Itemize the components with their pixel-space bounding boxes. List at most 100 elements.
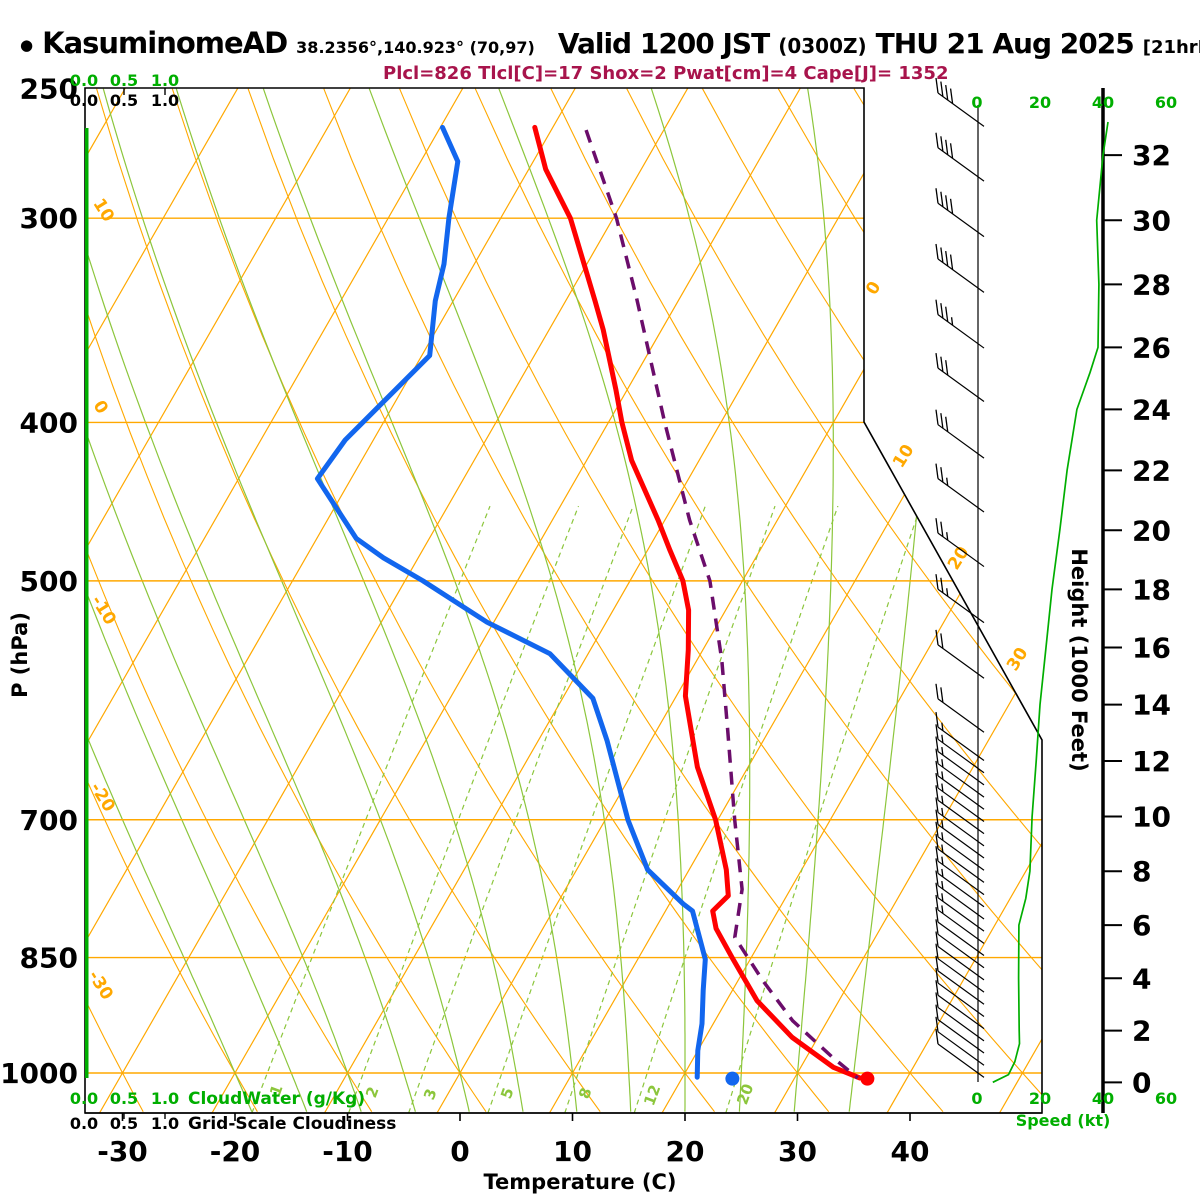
- isobar-lines: [85, 217, 1042, 1074]
- svg-text:3: 3: [420, 1086, 440, 1102]
- svg-text:-10: -10: [322, 1135, 373, 1168]
- svg-text:0.5: 0.5: [110, 91, 138, 110]
- temperature-curve: [532, 124, 863, 1081]
- svg-text:-30: -30: [84, 967, 117, 1004]
- svg-text:0: 0: [450, 1135, 469, 1168]
- svg-text:0.0: 0.0: [70, 1114, 98, 1133]
- station-name: KasuminomeAD: [42, 26, 288, 60]
- svg-text:60: 60: [1155, 1089, 1177, 1108]
- svg-text:20: 20: [666, 1135, 705, 1168]
- svg-text:26: 26: [1132, 331, 1171, 364]
- svg-text:10: 10: [88, 195, 118, 226]
- svg-text:12: 12: [640, 1082, 664, 1108]
- svg-text:700: 700: [20, 804, 78, 837]
- svg-text:0.5: 0.5: [110, 1114, 138, 1133]
- svg-text:6: 6: [1132, 909, 1151, 942]
- valid-time-label: Valid 1200 JST: [557, 27, 770, 60]
- surface-dots: [725, 1071, 875, 1086]
- svg-text:12: 12: [1132, 745, 1171, 778]
- svg-text:0.0: 0.0: [70, 91, 98, 110]
- svg-text:22: 22: [1132, 454, 1171, 487]
- moist-adiabat-lines: [85, 88, 944, 1112]
- surface-dewpoint-dot: [725, 1071, 740, 1086]
- svg-text:1.0: 1.0: [151, 1114, 179, 1133]
- svg-text:0: 0: [89, 397, 112, 418]
- station-bullet-icon: ●: [20, 36, 34, 54]
- svg-text:-20: -20: [86, 779, 119, 816]
- svg-text:400: 400: [20, 406, 78, 439]
- svg-text:32: 32: [1132, 139, 1171, 172]
- svg-text:5: 5: [497, 1085, 517, 1101]
- temperature-axis: -30 -20 -10 0 10 20 30 40 Temperature (C): [85, 1112, 1042, 1194]
- svg-text:0: 0: [971, 1089, 982, 1108]
- svg-text:18: 18: [1132, 573, 1171, 606]
- svg-text:40: 40: [1092, 93, 1114, 112]
- sounding-curves: [85, 124, 863, 1081]
- svg-text:CloudWater (g/Kg): CloudWater (g/Kg): [188, 1089, 365, 1109]
- chart-header: ● KasuminomeAD 38.2356°,140.923° (70,97)…: [20, 26, 1200, 60]
- svg-text:2: 2: [1132, 1015, 1151, 1048]
- svg-text:Temperature (C): Temperature (C): [484, 1170, 677, 1194]
- svg-text:28: 28: [1132, 268, 1171, 301]
- svg-text:30: 30: [1003, 644, 1033, 675]
- station-coords: 38.2356°,140.923° (70,97): [296, 38, 535, 57]
- plot-border: [84, 87, 1043, 1114]
- svg-text:1.0: 1.0: [151, 91, 179, 110]
- svg-text:20: 20: [1132, 514, 1171, 547]
- svg-text:300: 300: [20, 202, 78, 235]
- svg-text:0: 0: [1132, 1066, 1151, 1099]
- pressure-axis: 250 300 400 500 700 850 1000 P (hPa): [0, 73, 78, 1090]
- wind-speed-profile: [992, 121, 1109, 1084]
- valid-time-utc: (0300Z): [778, 34, 867, 58]
- svg-text:10: 10: [553, 1135, 592, 1168]
- svg-text:60: 60: [1155, 93, 1177, 112]
- svg-text:8: 8: [575, 1085, 595, 1101]
- svg-text:30: 30: [1132, 204, 1171, 237]
- svg-text:0: 0: [971, 93, 982, 112]
- svg-text:30: 30: [778, 1135, 817, 1168]
- svg-text:Grid-Scale Cloudiness: Grid-Scale Cloudiness: [188, 1114, 396, 1134]
- mixing-ratio-lines: [251, 505, 922, 1113]
- svg-text:Height (1000 Feet): Height (1000 Feet): [1067, 548, 1091, 771]
- svg-text:-30: -30: [97, 1135, 148, 1168]
- svg-text:0: 0: [862, 278, 885, 299]
- svg-text:20: 20: [944, 543, 974, 574]
- svg-text:0.0: 0.0: [70, 1089, 98, 1108]
- svg-text:4: 4: [1132, 962, 1151, 995]
- svg-text:1000: 1000: [0, 1057, 78, 1090]
- svg-text:1.0: 1.0: [151, 1089, 179, 1108]
- svg-text:16: 16: [1132, 631, 1171, 664]
- svg-text:24: 24: [1132, 393, 1171, 426]
- svg-text:14: 14: [1132, 689, 1171, 722]
- svg-text:0.0: 0.0: [70, 71, 98, 90]
- svg-text:20: 20: [1029, 1089, 1051, 1108]
- wind-barbs: [935, 77, 985, 1082]
- svg-text:10: 10: [889, 441, 919, 472]
- svg-text:1.0: 1.0: [151, 71, 179, 90]
- parcel-curve: [584, 129, 859, 1080]
- svg-text:250: 250: [20, 73, 78, 106]
- valid-date: THU 21 Aug 2025: [875, 27, 1135, 60]
- svg-text:-10: -10: [87, 592, 120, 629]
- svg-text:850: 850: [20, 942, 78, 975]
- svg-text:20: 20: [1029, 93, 1051, 112]
- svg-text:500: 500: [20, 565, 78, 598]
- cloudwater-scale: 0.00.00.50.51.01.00.00.00.50.51.01.0Clou…: [70, 71, 397, 1134]
- sounding-parameters: Plcl=826 Tlcl[C]=17 Shox=2 Pwat[cm]=4 Ca…: [383, 63, 949, 84]
- svg-text:2: 2: [362, 1084, 382, 1100]
- dewpoint-curve: [314, 124, 708, 1080]
- isotherm-lines: [85, 88, 1042, 1113]
- svg-text:0.5: 0.5: [110, 1089, 138, 1108]
- svg-text:-20: -20: [210, 1135, 261, 1168]
- forecast-reference: [21hrFcst@1207z]: [1142, 37, 1200, 58]
- svg-text:8: 8: [1132, 855, 1151, 888]
- surface-temperature-dot: [860, 1071, 875, 1086]
- svg-text:20: 20: [733, 1081, 757, 1107]
- svg-text:Speed (kt): Speed (kt): [1016, 1111, 1111, 1130]
- svg-text:P (hPa): P (hPa): [8, 612, 32, 698]
